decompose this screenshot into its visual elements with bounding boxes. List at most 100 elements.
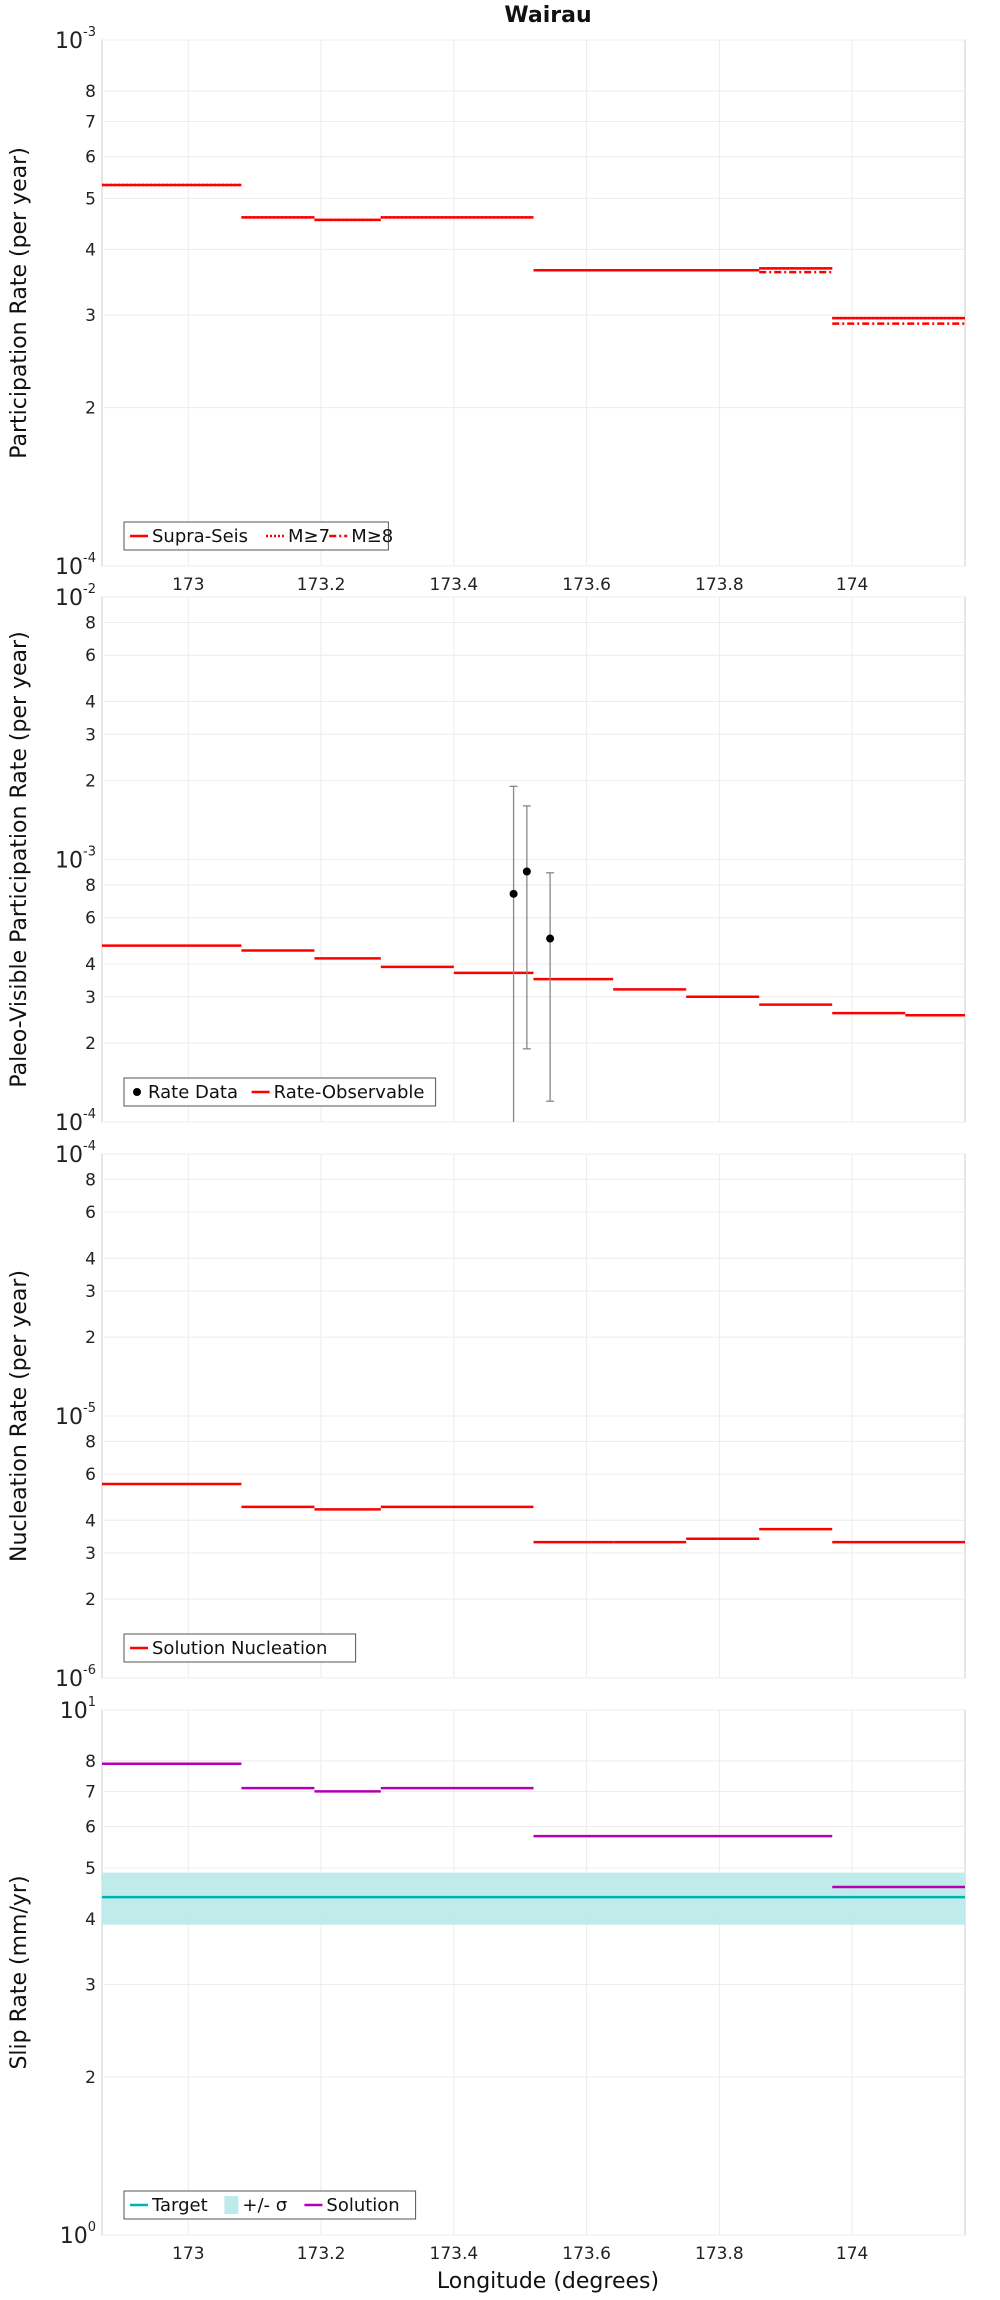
y-tick-exponent: 0 [88, 2220, 96, 2235]
y-tick-base: 10 [55, 586, 83, 611]
y-tick-label: 10-2 [55, 582, 96, 611]
x-tick-label: 173.2 [297, 575, 346, 595]
y-tick-label: 5 [85, 1859, 96, 1879]
y-tick-label: 4 [85, 240, 96, 260]
y-tick-label: 2 [85, 1328, 96, 1348]
y-tick-label: 6 [85, 148, 96, 168]
y-tick-label: 8 [85, 1432, 96, 1452]
legend-label: M≥8 [351, 526, 393, 547]
y-tick-exponent: -3 [83, 845, 96, 860]
y-tick-base: 10 [60, 2224, 88, 2249]
y-tick-label: 6 [85, 1203, 96, 1223]
x-tick-label: 173.8 [695, 2244, 744, 2264]
y-tick-label: 5 [85, 189, 96, 209]
y-tick-exponent: -6 [83, 1663, 96, 1678]
legend-band-swatch [224, 2196, 239, 2214]
legend-label: Solution [326, 2195, 399, 2216]
y-tick-base: 10 [55, 1405, 83, 1430]
x-tick-label: 174 [836, 575, 868, 595]
y-axis-label: Paleo-Visible Participation Rate (per ye… [7, 631, 32, 1087]
legend-box [123, 2190, 417, 2220]
y-tick-label: 2 [85, 2068, 96, 2088]
x-tick-label: 173.8 [695, 575, 744, 595]
y-tick-label: 8 [85, 1752, 96, 1772]
legend-label: Supra-Seis [152, 526, 248, 547]
y-tick-label: 3 [85, 1282, 96, 1302]
y-tick-label: 6 [85, 1465, 96, 1485]
y-axis-label: Nucleation Rate (per year) [7, 1270, 32, 1562]
y-tick-exponent: -2 [83, 582, 96, 597]
x-tick-label: 173 [172, 575, 204, 595]
y-tick-label: 10-5 [55, 1401, 96, 1430]
y-tick-exponent: 1 [88, 1695, 96, 1710]
y-tick-label: 4 [85, 1511, 96, 1531]
data-point [509, 889, 518, 898]
y-tick-label: 4 [85, 1249, 96, 1269]
legend-label: M≥7 [288, 526, 330, 547]
y-tick-label: 10-3 [55, 25, 96, 54]
y-tick-label: 4 [85, 955, 96, 975]
x-tick-label: 173.4 [430, 575, 479, 595]
legend-label: +/- σ [242, 2195, 287, 2216]
y-tick-label: 10-3 [55, 845, 96, 874]
y-tick-label: 3 [85, 725, 96, 745]
y-tick-label: 3 [85, 306, 96, 326]
chart-title: Wairau [504, 3, 591, 28]
legend-box [123, 1633, 357, 1663]
legend-label: Rate-Observable [274, 1082, 425, 1103]
x-tick-label: 173.2 [297, 2244, 346, 2264]
y-tick-label: 8 [85, 82, 96, 102]
x-axis-label: Longitude (degrees) [437, 2269, 659, 2294]
y-tick-label: 3 [85, 988, 96, 1008]
y-tick-label: 3 [85, 1544, 96, 1564]
y-tick-label: 8 [85, 1170, 96, 1190]
y-tick-base: 10 [55, 29, 83, 54]
y-tick-base: 10 [55, 1143, 83, 1168]
legend: Target +/- σ Solution [123, 2190, 417, 2220]
x-tick-label: 173.6 [562, 575, 611, 595]
legend-label: Solution Nucleation [152, 1638, 327, 1659]
legend: Rate Data Rate-Observable [123, 1077, 437, 1107]
y-tick-base: 10 [55, 1667, 83, 1692]
y-tick-exponent: -4 [83, 1107, 96, 1122]
data-point [522, 867, 531, 876]
y-tick-label: 100 [60, 2220, 96, 2249]
plot-area [101, 1709, 966, 2236]
y-tick-label: 8 [85, 876, 96, 896]
x-tick-label: 174 [836, 2244, 868, 2264]
y-tick-label: 2 [85, 1590, 96, 1610]
y-tick-base: 10 [55, 1111, 83, 1136]
legend-marker [133, 1088, 141, 1096]
sigma-band [102, 1872, 965, 1925]
x-tick-label: 173 [172, 2244, 204, 2264]
y-tick-label: 7 [85, 112, 96, 132]
y-axis-label: Participation Rate (per year) [7, 147, 32, 459]
y-tick-label: 2 [85, 1034, 96, 1054]
data-point [546, 934, 555, 943]
legend-box [123, 1077, 437, 1107]
y-tick-base: 10 [60, 1699, 88, 1724]
x-tick-label: 173.4 [430, 2244, 479, 2264]
y-tick-exponent: -5 [83, 1401, 96, 1416]
y-tick-label: 6 [85, 1817, 96, 1837]
y-tick-label: 4 [85, 1910, 96, 1930]
y-tick-label: 10-4 [55, 551, 96, 580]
y-tick-label: 2 [85, 771, 96, 791]
y-tick-label: 10-4 [55, 1107, 96, 1136]
legend-label: Rate Data [148, 1082, 238, 1103]
y-tick-label: 7 [85, 1782, 96, 1802]
y-tick-label: 10-6 [55, 1663, 96, 1692]
legend: Solution Nucleation [123, 1633, 357, 1663]
y-tick-label: 10-4 [55, 1139, 96, 1168]
x-tick-label: 173.6 [562, 2244, 611, 2264]
y-tick-label: 4 [85, 692, 96, 712]
y-tick-label: 3 [85, 1976, 96, 1996]
plot-area [101, 39, 966, 567]
legend: Supra-Seis M≥7 M≥8 [123, 521, 393, 551]
